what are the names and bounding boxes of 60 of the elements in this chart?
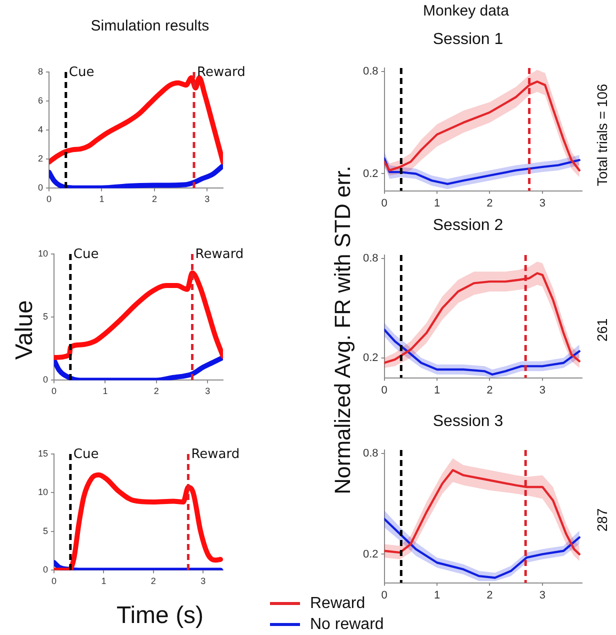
y-tick-label: 4	[38, 124, 44, 135]
x-tick-label: 1	[434, 384, 440, 396]
y-tick-label: 8	[38, 66, 44, 76]
chart-title: Simulation results	[90, 18, 210, 34]
x-tick-label: 1	[434, 197, 440, 210]
y-axis-title: Value	[11, 300, 39, 360]
ref-line-label: Reward	[197, 64, 246, 80]
y-tick-label: 15	[38, 448, 48, 458]
x-tick-label: 3	[204, 194, 210, 204]
y-tick-label: 10	[38, 248, 48, 258]
y-tick-label: 0.8	[362, 65, 378, 78]
y-tick-label: 0	[42, 374, 48, 385]
y-tick-label: 5	[42, 526, 48, 536]
ref-line-label: Cue	[68, 64, 94, 80]
x-tick-label: 0	[381, 197, 388, 210]
text: Total trials = 106	[594, 84, 610, 186]
legend-label: Reward	[310, 594, 366, 612]
x-tick-label: 1	[101, 576, 106, 586]
y-tick-label: 0.8	[362, 252, 378, 264]
x-tick-label: 0	[381, 384, 388, 396]
x-tick-label: 2	[486, 384, 493, 396]
y-tick-label: 2	[38, 154, 44, 164]
text: 287	[594, 508, 610, 532]
y-tick-label: 10	[38, 487, 48, 498]
x-tick-label: 0	[52, 576, 57, 586]
y-tick-label: 0.8	[362, 447, 378, 460]
ref-line-label: Cue	[73, 446, 99, 462]
y-tick-label: 0.2	[362, 352, 378, 364]
x-tick-label: 1	[434, 589, 440, 602]
ref-line-label: Reward	[195, 246, 244, 262]
y-axis-title: Normalized Avg. FR with STD err.	[330, 166, 356, 494]
x-tick-label: 3	[539, 384, 546, 396]
chart-subtitle: Session 2	[432, 217, 504, 235]
x-tick-label: 2	[486, 589, 493, 602]
x-tick-label: 1	[99, 194, 104, 204]
x-tick-label: 3	[539, 589, 546, 602]
y-tick-label: 0	[42, 564, 48, 575]
y-tick-label: 6	[38, 96, 44, 106]
x-tick-label: 2	[154, 386, 159, 396]
x-tick-label: 1	[102, 386, 108, 396]
y-tick-label: 0	[38, 182, 44, 193]
x-tick-label: 2	[152, 194, 157, 204]
x-tick-label: 0	[52, 386, 57, 396]
x-tick-label: 2	[486, 197, 493, 210]
chart-subtitle: Session 3	[432, 413, 504, 431]
ref-line-label: Cue	[73, 246, 99, 262]
y-tick-label: 5	[42, 312, 48, 322]
text: 261	[594, 318, 610, 342]
ref-line-label: Reward	[191, 446, 240, 462]
y-tick-label: 0.2	[362, 548, 378, 560]
x-tick-label: 0	[381, 589, 388, 602]
x-tick-label: 3	[205, 386, 210, 396]
chart-subtitle: Session 1	[432, 31, 504, 49]
chart-title: Monkey data	[423, 2, 509, 20]
x-tick-label: 3	[200, 576, 206, 586]
legend-label: No reward	[310, 616, 384, 634]
y-tick-label: 0.2	[362, 168, 378, 180]
x-tick-label: 2	[150, 576, 156, 586]
x-axis-title: Time (s)	[116, 602, 204, 630]
x-tick-label: 3	[539, 197, 546, 210]
